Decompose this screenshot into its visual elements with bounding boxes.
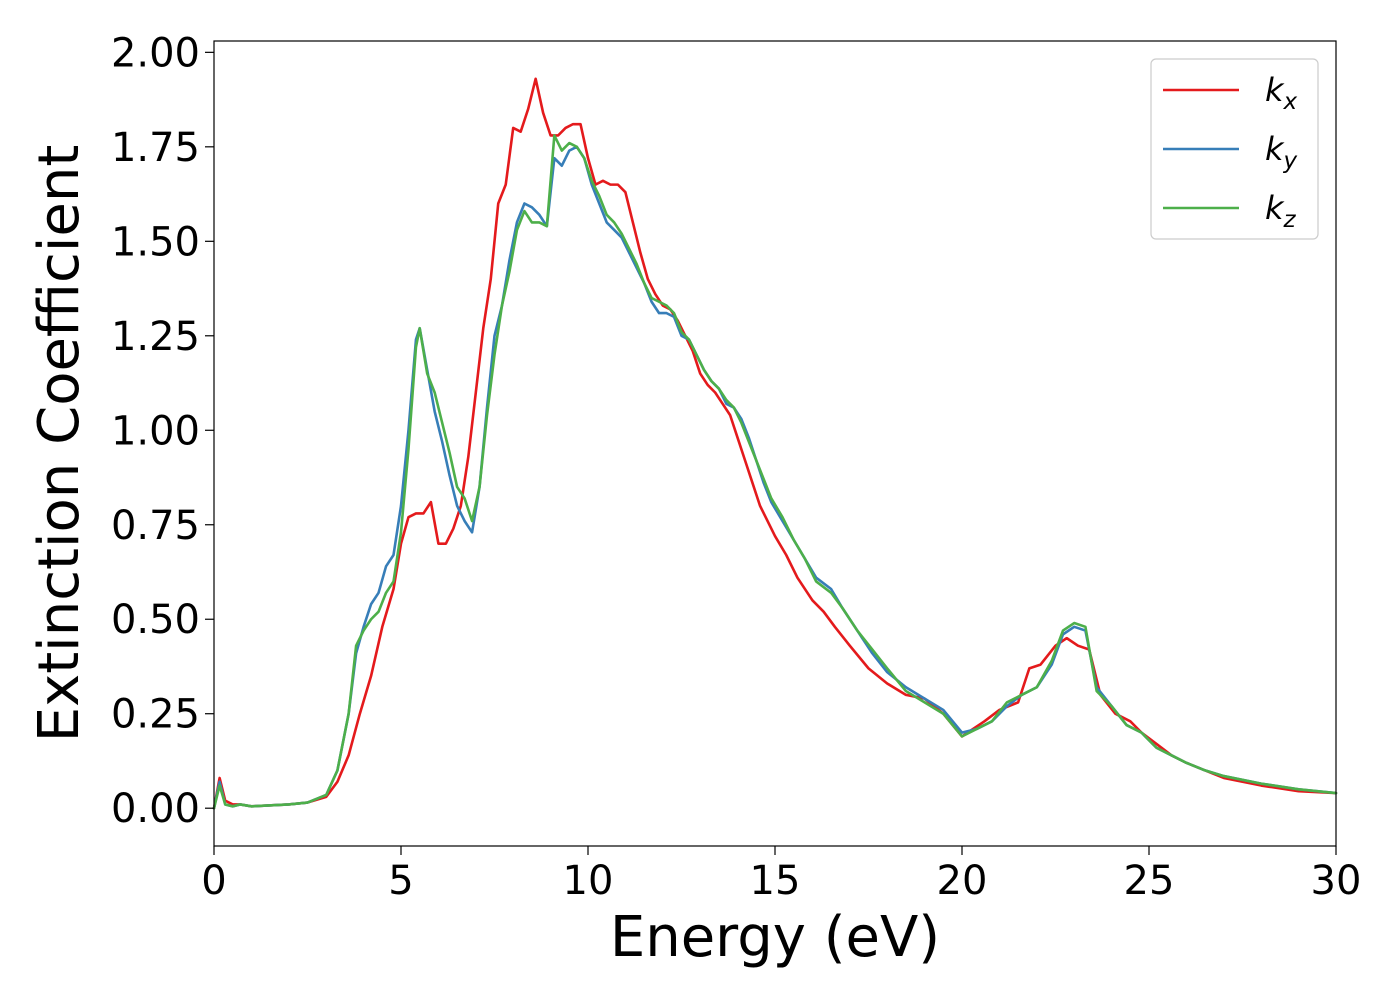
x-axis-label: Energy (eV) (610, 905, 940, 970)
x-tick-label: 10 (563, 858, 614, 904)
y-tick-label: 1.25 (111, 314, 200, 360)
legend-label-subscript: y (1283, 148, 1298, 174)
legend-label-subscript: z (1283, 207, 1297, 233)
y-tick-label: 0.00 (111, 786, 200, 832)
y-tick-label: 1.75 (111, 125, 200, 171)
y-tick-label: 2.00 (111, 30, 200, 76)
series-line-ky (212, 145, 1338, 810)
legend-label-base: k (1265, 130, 1285, 168)
x-tick-label: 30 (1311, 858, 1362, 904)
legend-label-base: k (1265, 189, 1285, 227)
x-tick-label: 5 (388, 858, 413, 904)
y-tick-label: 0.50 (111, 597, 200, 643)
y-tick-label: 1.50 (111, 219, 200, 265)
legend-label-ky: ky (1265, 130, 1298, 174)
y-axis: 0.00 0.25 0.50 0.75 1.00 1.25 1.50 1.75 2.00 (111, 30, 214, 832)
legend-label-kz: kz (1265, 189, 1297, 233)
series-layer (212, 77, 1338, 810)
y-tick-label: 0.75 (111, 503, 200, 549)
x-tick-label: 15 (750, 858, 801, 904)
x-tick-label: 25 (1124, 858, 1175, 904)
legend-label-kx: kx (1265, 71, 1298, 115)
y-tick-label: 0.25 (111, 692, 200, 738)
legend-label-base: k (1265, 71, 1285, 109)
series-line-kx (212, 77, 1338, 810)
series-line-kz (212, 134, 1338, 810)
x-tick-label: 0 (201, 858, 226, 904)
x-tick-label: 20 (937, 858, 988, 904)
y-axis-label: Extinction Coefficient (27, 145, 92, 743)
legend-label-subscript: x (1283, 89, 1298, 115)
x-axis: 0 5 10 15 20 25 30 (201, 846, 1361, 904)
y-tick-label: 1.00 (111, 408, 200, 454)
